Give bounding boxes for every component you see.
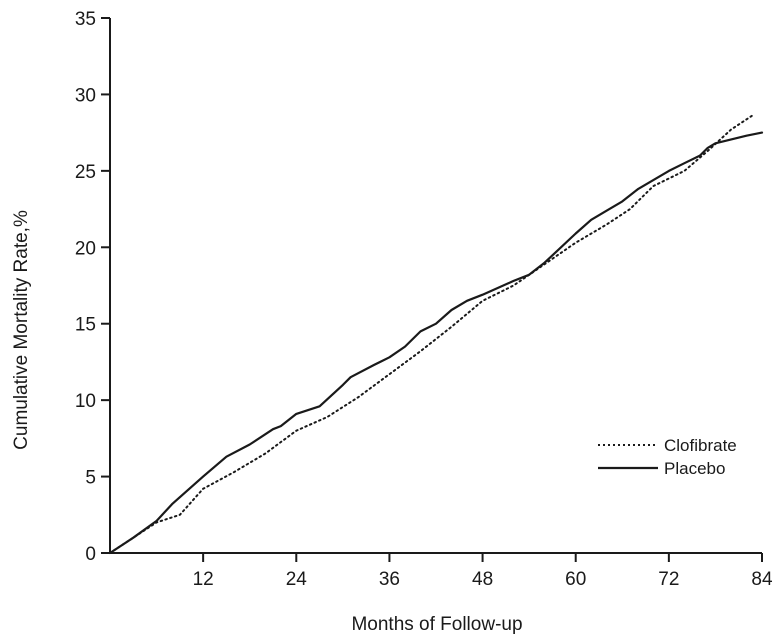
y-tick-label: 35 xyxy=(75,9,96,30)
legend-label-clofibrate: Clofibrate xyxy=(664,436,737,455)
y-tick-label: 25 xyxy=(75,162,96,183)
axes xyxy=(109,18,762,554)
x-tick-label: 24 xyxy=(286,569,308,590)
y-tick-label: 20 xyxy=(75,238,96,259)
series-line-clofibrate xyxy=(109,113,756,554)
y-tick-label: 5 xyxy=(85,468,96,489)
x-tick-label: 60 xyxy=(565,569,586,590)
y-tick-label: 30 xyxy=(75,85,96,106)
x-tick-label: 84 xyxy=(751,569,773,590)
legend: Clofibrate Placebo xyxy=(598,436,737,478)
x-tick-label: 48 xyxy=(472,569,493,590)
series-layer xyxy=(108,113,764,555)
y-tick-label: 0 xyxy=(85,544,96,565)
x-tick-label: 12 xyxy=(193,569,214,590)
legend-label-placebo: Placebo xyxy=(664,459,725,478)
x-tick-label: 72 xyxy=(658,569,679,590)
tick-marks xyxy=(101,17,763,562)
y-tick-label: 15 xyxy=(75,315,96,336)
y-axis-title: Cumulative Mortality Rate,% xyxy=(11,210,32,450)
y-tick-label: 10 xyxy=(75,391,96,412)
x-tick-label: 36 xyxy=(379,569,400,590)
tick-labels: 0 5 10 15 20 25 30 35 12 24 36 48 60 72 84 xyxy=(75,9,773,590)
series-line-placebo xyxy=(108,131,764,555)
x-axis-title: Months of Follow-up xyxy=(351,614,522,635)
